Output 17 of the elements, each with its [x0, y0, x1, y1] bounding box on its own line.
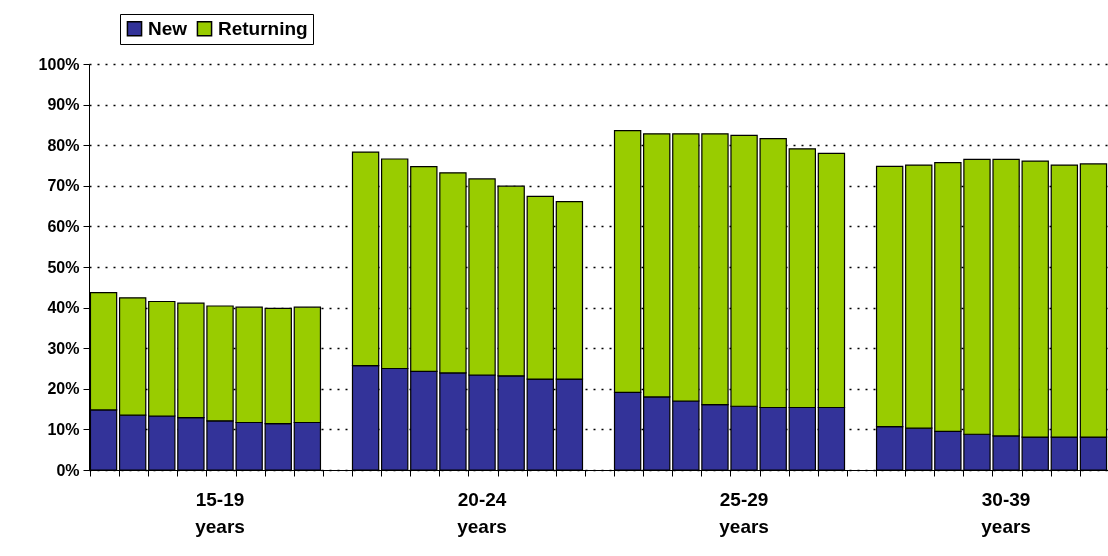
x-tick-label: 20-24 years — [457, 488, 507, 537]
x-tick-label: 30-39 years — [981, 488, 1031, 537]
y-tick-label: 40% — [47, 299, 80, 317]
y-tick-label: 60% — [47, 217, 80, 235]
legend-label: New — [148, 17, 188, 39]
y-tick-label: 10% — [47, 420, 80, 438]
y-tick-label: 70% — [47, 177, 80, 195]
y-tick-label: 80% — [47, 136, 80, 154]
y-tick-label: 50% — [47, 258, 80, 276]
y-tick-label: 100% — [38, 55, 80, 73]
x-tick-label: 25-29 years — [719, 488, 769, 537]
y-tick-label: 0% — [56, 461, 80, 479]
y-tick-label: 90% — [47, 96, 80, 114]
y-tick-label: 20% — [47, 380, 80, 398]
y-tick-label: 30% — [47, 339, 80, 357]
x-tick-label: 15-19 years — [195, 488, 245, 537]
legend-label: Returning — [218, 17, 308, 39]
